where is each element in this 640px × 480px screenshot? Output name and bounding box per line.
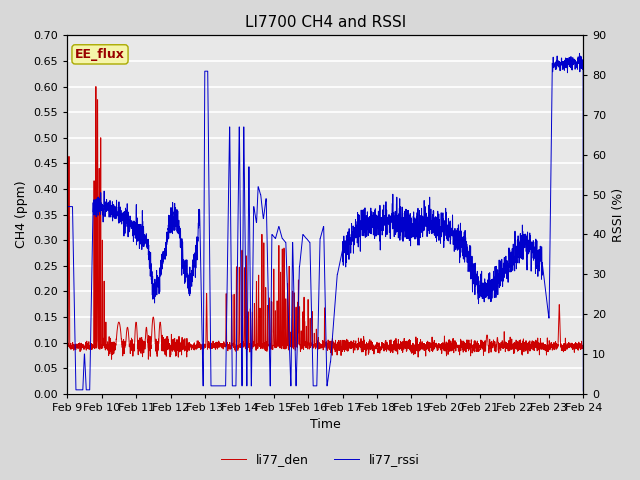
li77_rssi (261, 203, 269, 208)
li77_rssi (63, 204, 71, 209)
li77_rssi (284, 289, 291, 295)
Title: LI7700 CH4 and RSSI: LI7700 CH4 and RSSI (244, 15, 406, 30)
li77_den (570, 342, 577, 348)
li77_den (262, 320, 269, 326)
li77_den (284, 342, 292, 348)
li77_den (123, 330, 131, 336)
li77_den (154, 353, 161, 359)
Line: li77_den: li77_den (67, 86, 583, 359)
li77_den (579, 344, 587, 349)
li77_den (63, 342, 71, 348)
li77_den (514, 342, 522, 348)
li77_rssi (575, 50, 583, 56)
li77_rssi (570, 62, 577, 68)
li77_rssi (122, 217, 130, 223)
Y-axis label: CH4 (ppm): CH4 (ppm) (15, 181, 28, 248)
li77_rssi (514, 250, 522, 256)
Text: EE_flux: EE_flux (75, 48, 125, 61)
li77_rssi (579, 388, 587, 394)
X-axis label: Time: Time (310, 419, 340, 432)
li77_den (92, 84, 100, 89)
li77_rssi (153, 292, 161, 298)
Y-axis label: RSSI (%): RSSI (%) (612, 188, 625, 241)
Legend: li77_den, li77_rssi: li77_den, li77_rssi (216, 448, 424, 471)
li77_den (108, 356, 115, 362)
Line: li77_rssi: li77_rssi (67, 53, 583, 391)
